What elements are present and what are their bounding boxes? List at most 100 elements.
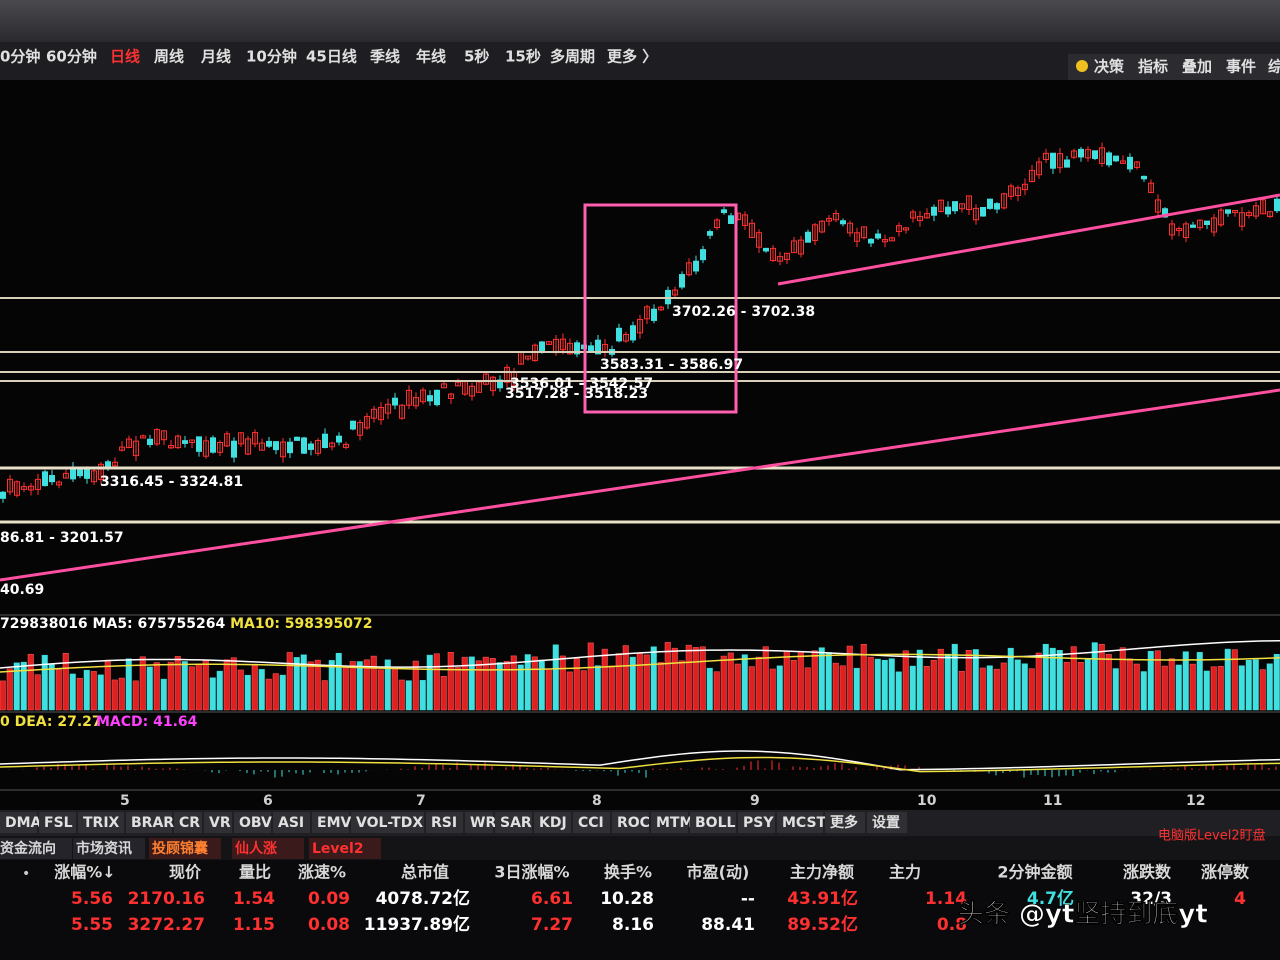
indicator-tab[interactable]: ROC [617,815,650,831]
table-cell: 7.27 [531,915,573,935]
toolbar-button[interactable]: 决策 [1094,58,1125,76]
candle [910,211,916,219]
column-header: 2分钟金额 [997,863,1072,882]
indicator-tab[interactable]: MTM [656,815,693,831]
candle [294,436,300,441]
column-header: 涨幅%↓ [54,863,115,882]
price-level-label: 3316.45 - 3324.81 [100,474,243,490]
indicator-tab-bg [174,812,202,833]
volume-bar [776,665,783,711]
volume-bar [83,669,90,711]
indicator-tab[interactable]: BOLL [695,815,735,831]
indicator-tab[interactable]: PSY [743,815,774,831]
period-tab[interactable]: 0分钟 [0,48,40,66]
table-cell: 43.91亿 [787,888,858,909]
indicator-tab[interactable]: VR [209,815,231,831]
period-tab[interactable]: 45日线 [306,48,357,66]
candle [252,432,258,445]
volume-bar [1133,663,1140,711]
candle [644,306,650,320]
indicator-tab[interactable]: RSI [431,815,457,831]
info-tab[interactable]: 市场资讯 [76,840,132,857]
candle [238,432,244,445]
indicator-tab[interactable]: WR [470,815,496,831]
period-tab[interactable]: 更多 〉 [607,48,657,66]
candle [938,199,944,212]
toolbar-button[interactable]: 叠加 [1182,58,1212,76]
table-cell: 4078.72亿 [376,888,470,909]
column-header: 涨速% [298,863,346,882]
candle [385,403,391,414]
toolbar-button[interactable]: 指标 [1138,58,1168,76]
indicator-tab[interactable]: KDJ [539,815,567,831]
indicator-tab[interactable]: FSL [44,815,73,831]
table-cell: 0.8 [937,915,967,935]
candle [364,416,370,429]
volume-bar [818,647,825,711]
volume-bar [1252,659,1259,711]
candle [1029,169,1035,182]
indicator-tab[interactable]: 设置 [872,814,900,831]
info-tab[interactable]: 仙人涨 [235,840,277,857]
indicator-tab[interactable]: 更多 [830,814,858,831]
volume-bar [1196,652,1203,711]
period-tab[interactable]: 多周期 [550,48,595,66]
indicator-tab[interactable]: CCI [578,815,604,831]
indicator-tab[interactable]: OBV [239,815,272,831]
table-cell: 32/3 [1130,889,1172,909]
period-tab[interactable]: 周线 [154,48,184,66]
candle [406,389,412,406]
indicator-tab[interactable]: DMA [5,815,42,831]
info-tab[interactable]: 投顾锦囊 [152,840,209,857]
period-tab[interactable]: 月线 [200,48,231,66]
period-tab[interactable]: 季线 [370,48,400,66]
candle [1190,224,1196,228]
indicator-tab[interactable]: VOL-TDX [356,815,423,831]
price-level-label: 3583.31 - 3586.97 [600,357,743,373]
candle [728,215,734,224]
indicator-tab[interactable]: BRAR [131,815,174,831]
volume-bar [1168,658,1175,711]
period-tab[interactable]: 15秒 [505,48,541,66]
period-tab[interactable]: 日线 [110,48,140,66]
volume-bar [363,659,370,711]
candle [168,445,174,449]
period-tab[interactable]: 5秒 [464,48,489,66]
volume-bar [524,654,531,711]
indicator-tab[interactable]: EMV [317,815,351,831]
volume-bar [1161,665,1168,711]
candle [1232,209,1238,214]
indicator-tab[interactable]: CR [179,815,200,831]
table-cell: 0.09 [308,889,350,909]
volume-bar [1154,650,1161,711]
volume-bar [769,668,776,711]
period-tab[interactable]: 年线 [416,48,446,66]
promo[interactable]: 电脑版Level2盯盘 [1158,828,1266,844]
candle [588,345,594,352]
candle [1099,147,1105,164]
indicator-tab[interactable]: MCST [782,815,827,831]
info-tab[interactable]: 资金流向 [0,840,56,857]
candle [1078,148,1084,158]
toolbar-button[interactable]: 事件 [1226,58,1256,76]
indicator-tab-bg [312,812,349,833]
volume-bar [384,659,391,711]
indicator-tab[interactable]: ASI [278,815,304,831]
info-tab[interactable]: Level2 [312,841,364,857]
table-cell: 4.7亿 [1027,888,1074,909]
candle [931,206,937,216]
candle [917,215,923,222]
indicator-tab[interactable]: SAR [500,815,532,831]
period-tab[interactable]: 60分钟 [46,48,97,66]
volume-bar [202,659,209,711]
price-level-label: 40.69 [0,582,44,598]
highlight-box [583,203,738,414]
toolbar-button[interactable]: 综 [1268,58,1280,76]
candle [280,441,286,458]
info-tab-bg [149,838,221,859]
candle [840,220,846,225]
candle [1036,161,1042,176]
candle [1246,212,1252,217]
period-tab[interactable]: 10分钟 [246,48,297,66]
indicator-tab[interactable]: TRIX [83,815,120,831]
